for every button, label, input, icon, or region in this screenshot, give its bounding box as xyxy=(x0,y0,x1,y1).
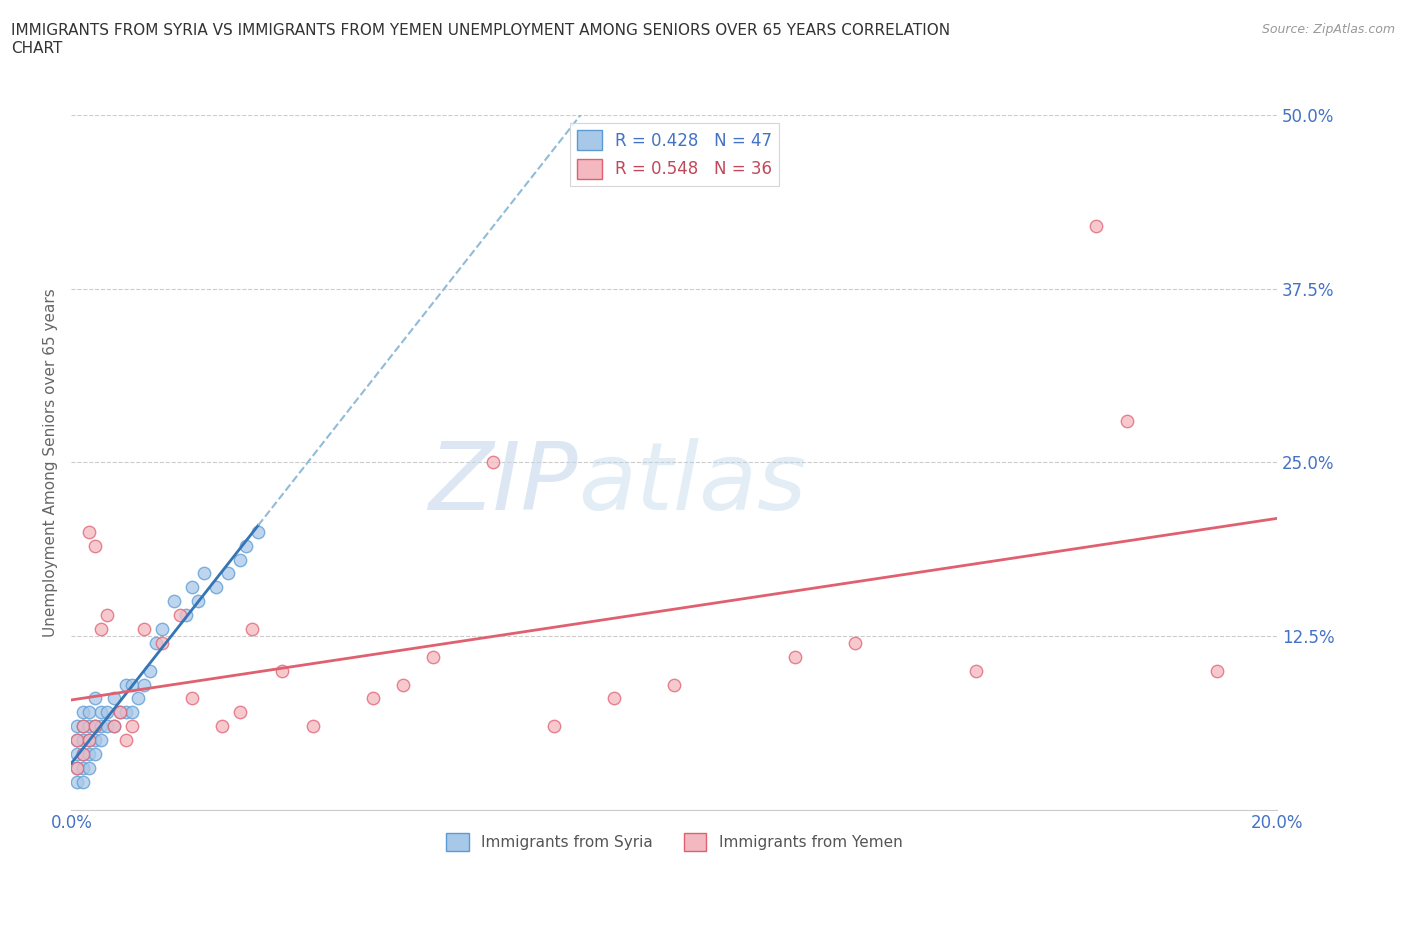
Point xyxy=(108,705,131,720)
Point xyxy=(84,733,107,748)
Legend: Immigrants from Syria, Immigrants from Yemen: Immigrants from Syria, Immigrants from Y… xyxy=(440,827,908,857)
Point xyxy=(66,747,89,762)
Text: ZIP: ZIP xyxy=(429,438,578,528)
Point xyxy=(96,719,118,734)
Point xyxy=(72,747,94,762)
Point xyxy=(1206,663,1229,678)
Point xyxy=(84,719,107,734)
Point xyxy=(72,719,94,734)
Point xyxy=(72,747,94,762)
Y-axis label: Unemployment Among Seniors over 65 years: Unemployment Among Seniors over 65 years xyxy=(44,288,58,637)
Point xyxy=(150,621,173,636)
Point xyxy=(229,552,252,567)
Point xyxy=(66,733,89,748)
Point xyxy=(90,621,112,636)
Text: atlas: atlas xyxy=(578,438,806,528)
Point xyxy=(121,705,143,720)
Point xyxy=(114,705,136,720)
Point xyxy=(543,719,565,734)
Point xyxy=(211,719,233,734)
Point xyxy=(72,733,94,748)
Point xyxy=(482,455,505,470)
Point xyxy=(361,691,384,706)
Point xyxy=(79,733,101,748)
Point xyxy=(174,607,197,622)
Point xyxy=(84,747,107,762)
Point xyxy=(72,775,94,790)
Point xyxy=(392,677,415,692)
Point xyxy=(217,566,239,581)
Point xyxy=(235,538,257,553)
Point xyxy=(96,607,118,622)
Point xyxy=(103,719,125,734)
Point xyxy=(187,593,209,608)
Text: Source: ZipAtlas.com: Source: ZipAtlas.com xyxy=(1261,23,1395,36)
Point xyxy=(127,691,149,706)
Point xyxy=(84,538,107,553)
Point xyxy=(103,691,125,706)
Point xyxy=(96,705,118,720)
Point xyxy=(193,566,215,581)
Point xyxy=(103,719,125,734)
Point xyxy=(66,761,89,776)
Point xyxy=(844,635,866,650)
Point xyxy=(132,621,155,636)
Point xyxy=(79,525,101,539)
Point xyxy=(1085,219,1108,233)
Point xyxy=(1115,413,1137,428)
Point xyxy=(180,691,202,706)
Point xyxy=(66,733,89,748)
Point xyxy=(79,705,101,720)
Point xyxy=(66,775,89,790)
Point xyxy=(66,761,89,776)
Point xyxy=(90,719,112,734)
Point xyxy=(108,705,131,720)
Point xyxy=(114,733,136,748)
Point xyxy=(79,761,101,776)
Point xyxy=(138,663,160,678)
Point xyxy=(271,663,294,678)
Point xyxy=(79,747,101,762)
Point xyxy=(90,705,112,720)
Point xyxy=(84,691,107,706)
Point xyxy=(783,649,806,664)
Text: IMMIGRANTS FROM SYRIA VS IMMIGRANTS FROM YEMEN UNEMPLOYMENT AMONG SENIORS OVER 6: IMMIGRANTS FROM SYRIA VS IMMIGRANTS FROM… xyxy=(11,23,950,56)
Point xyxy=(150,635,173,650)
Point xyxy=(247,525,270,539)
Point xyxy=(145,635,167,650)
Point xyxy=(84,719,107,734)
Point xyxy=(664,677,686,692)
Point xyxy=(422,649,444,664)
Point xyxy=(205,579,228,594)
Point xyxy=(132,677,155,692)
Point xyxy=(240,621,263,636)
Point xyxy=(180,579,202,594)
Point xyxy=(603,691,626,706)
Point xyxy=(90,733,112,748)
Point xyxy=(72,705,94,720)
Point xyxy=(79,719,101,734)
Point xyxy=(169,607,191,622)
Point xyxy=(229,705,252,720)
Point xyxy=(121,677,143,692)
Point xyxy=(121,719,143,734)
Point xyxy=(79,733,101,748)
Point xyxy=(965,663,987,678)
Point xyxy=(114,677,136,692)
Point xyxy=(301,719,323,734)
Point xyxy=(72,761,94,776)
Point xyxy=(72,719,94,734)
Point xyxy=(163,593,186,608)
Point xyxy=(66,719,89,734)
